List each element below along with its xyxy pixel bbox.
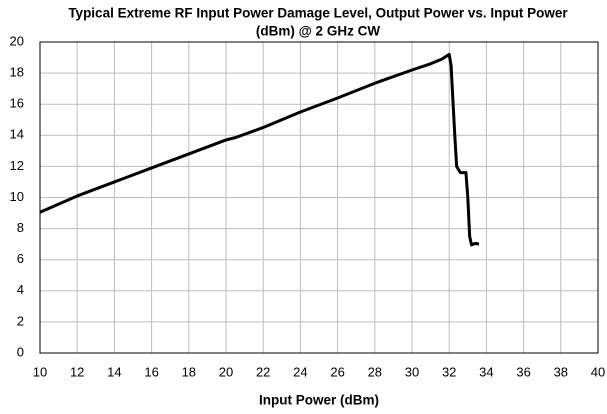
- x-tick-label: 22: [256, 364, 270, 379]
- y-tick-label: 20: [10, 33, 24, 48]
- chart-title: Typical Extreme RF Input Power Damage Le…: [68, 6, 568, 21]
- x-tick-label: 12: [70, 364, 84, 379]
- y-tick-label: 6: [17, 251, 24, 266]
- plot-border: [39, 41, 599, 354]
- x-tick-label: 14: [107, 364, 121, 379]
- x-tick-label: 36: [516, 364, 530, 379]
- x-tick-label: 30: [405, 364, 419, 379]
- x-tick-label: 38: [554, 364, 568, 379]
- x-tick-label: 40: [591, 364, 605, 379]
- x-tick-label: 32: [442, 364, 456, 379]
- y-tick-label: 16: [10, 96, 24, 111]
- x-tick-label: 16: [144, 364, 158, 379]
- y-tick-label: 18: [10, 65, 24, 80]
- y-tick-label: 12: [10, 158, 24, 173]
- y-tick-label: 2: [17, 313, 24, 328]
- y-tick-label: 4: [17, 282, 24, 297]
- data-line: [39, 52, 480, 247]
- x-tick-label: 10: [33, 364, 47, 379]
- y-tick-label: 14: [10, 127, 24, 142]
- x-tick-label: 28: [368, 364, 382, 379]
- x-tick-label: 24: [293, 364, 307, 379]
- x-tick-label: 18: [182, 364, 196, 379]
- y-tick-label: 8: [17, 220, 24, 235]
- y-tick-label: 0: [17, 344, 24, 359]
- x-tick-label: 20: [219, 364, 233, 379]
- x-tick-label: 34: [479, 364, 493, 379]
- y-tick-label: 10: [10, 189, 24, 204]
- chart-title: (dBm) @ 2 GHz CW: [256, 24, 380, 39]
- x-axis-label: Input Power (dBm): [259, 393, 379, 408]
- x-tick-label: 26: [330, 364, 344, 379]
